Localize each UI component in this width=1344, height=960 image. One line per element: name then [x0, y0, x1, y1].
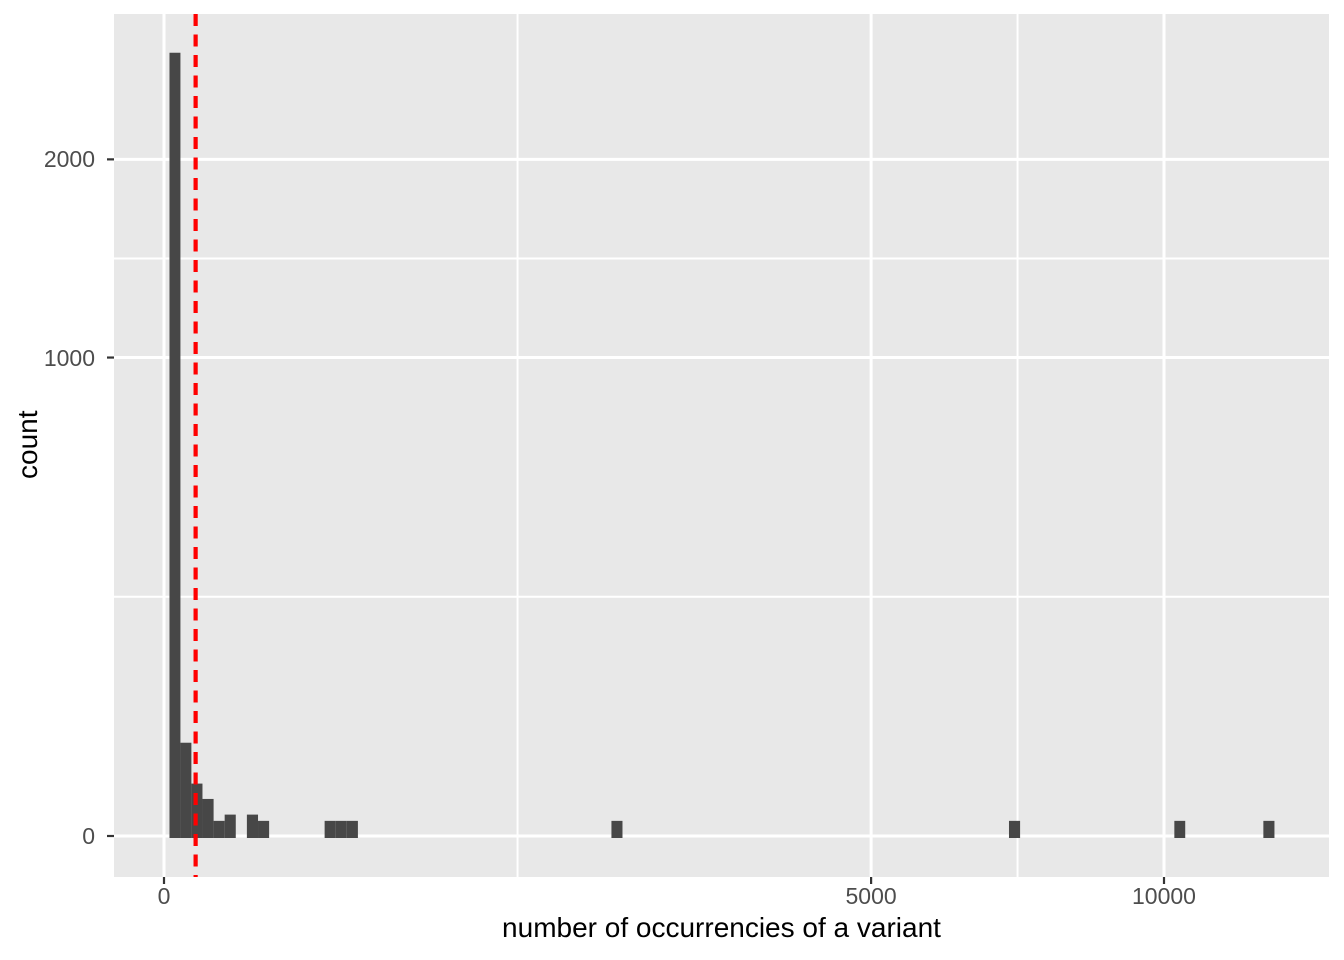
- y-axis-title: count: [12, 410, 43, 480]
- x-tick-label: 10000: [1132, 883, 1196, 909]
- histogram-bar: [224, 814, 236, 838]
- x-tick-label: 0: [157, 883, 171, 909]
- histogram-bar: [246, 814, 259, 838]
- histogram-bar: [202, 798, 214, 838]
- histogram-bar: [258, 820, 270, 838]
- histogram-bar: [611, 820, 623, 838]
- histogram-bar: [1263, 820, 1275, 838]
- histogram-bar: [180, 742, 192, 838]
- y-tick-label: 1000: [43, 344, 95, 371]
- histogram-bar: [346, 820, 358, 838]
- histogram-bar: [1008, 820, 1021, 838]
- panel-background: [114, 14, 1329, 877]
- y-tick-label: 2000: [43, 146, 95, 173]
- histogram-bar: [324, 820, 336, 838]
- histogram-bar: [169, 52, 181, 838]
- y-tick-label: 0: [82, 823, 95, 849]
- x-axis-title: number of occurrencies of a variant: [502, 912, 941, 943]
- histogram-bar: [191, 783, 203, 838]
- histogram-bar: [335, 820, 347, 838]
- x-tick-label: 5000: [845, 883, 897, 909]
- histogram-bar: [1174, 820, 1186, 838]
- histogram-bar: [213, 820, 225, 838]
